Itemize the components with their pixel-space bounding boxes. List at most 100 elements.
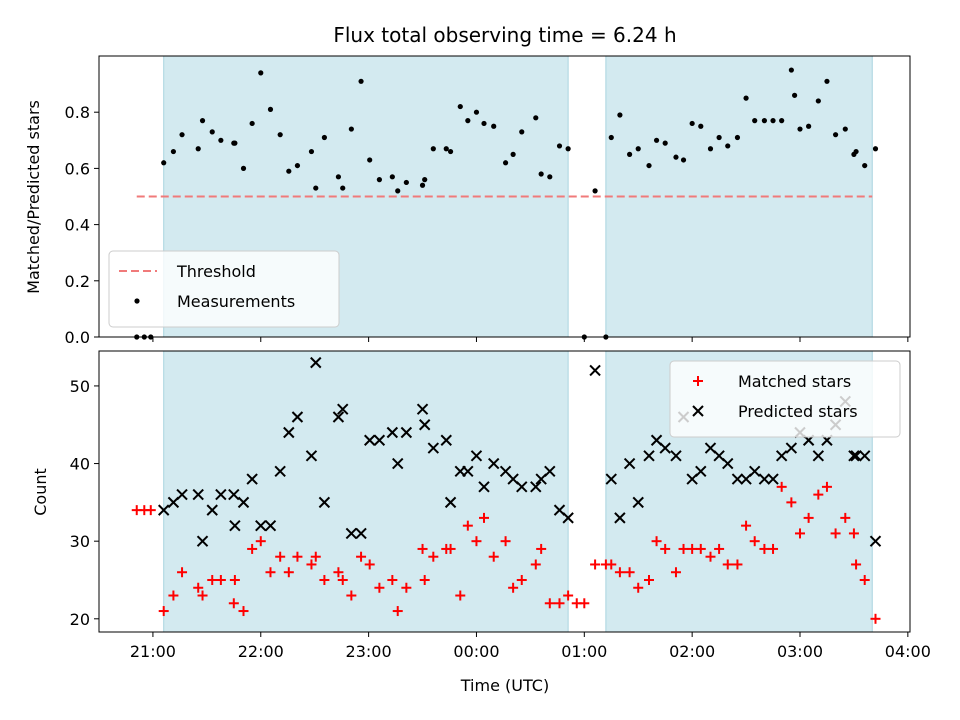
data-point-2-28 [400,426,413,439]
data-point-2-11 [246,473,258,485]
data-point-1-41 [488,551,499,562]
data-point-1-52 [590,559,601,570]
data-point-2-18 [310,356,322,369]
x-tick-label-4: 00:00 [453,642,499,661]
axes-frame-1 [98,55,911,338]
data-point-1-29 [387,574,398,585]
data-point-1-28 [376,177,382,183]
data-point-2-54 [659,442,671,454]
data-point-1-66 [725,143,731,149]
data-point-2-48 [605,473,617,485]
y-tick-label-1-4: 0.6 [65,159,90,178]
data-point-2-7 [215,488,227,501]
data-point-1-3 [145,505,156,516]
data-point-2-30 [418,419,431,431]
data-point-1-26 [358,78,364,84]
data-point-1-77 [813,489,824,500]
x-tick-label-7: 03:00 [777,642,823,661]
data-point-2-67 [775,450,788,462]
data-point-2-24 [363,434,376,446]
data-point-1-29 [389,174,395,180]
data-point-1-27 [367,157,373,163]
data-point-2-5 [196,535,209,547]
data-point-1-56 [624,567,635,578]
data-point-1-45 [530,559,541,570]
data-point-2-17 [305,450,318,462]
data-point-1-76 [806,123,812,129]
data-point-1-6 [179,132,185,138]
data-point-2-14 [274,465,286,478]
data-point-1-58 [653,137,660,143]
data-point-2-29 [416,403,429,415]
data-point-1-34 [428,551,439,562]
data-point-1-39 [471,536,482,547]
data-point-1-82 [851,559,862,570]
data-point-2-20 [332,411,345,423]
data-point-2-61 [722,457,734,470]
data-point-2-76 [850,450,862,462]
data-point-2-1 [158,504,170,516]
data-point-1-62 [689,120,695,127]
data-point-1-72 [768,543,779,554]
data-point-2-68 [785,442,798,454]
data-point-1-22 [319,574,330,585]
data-point-1-7 [193,582,204,593]
data-point-1-26 [356,551,367,562]
data-point-1-24 [337,574,348,585]
data-point-1-43 [510,151,516,157]
legend-box-1 [108,250,340,328]
data-point-1-54 [617,112,623,118]
data-point-1-30 [392,606,403,617]
data-point-1-75 [794,528,805,539]
data-point-2-41 [516,481,528,493]
data-point-1-6 [177,567,188,578]
data-point-2-44 [544,465,556,478]
legend-handle-2-2 [692,405,704,417]
data-point-1-44 [519,129,525,135]
data-point-1-66 [714,543,725,554]
data-point-1-80 [840,512,851,523]
data-point-1-9 [207,574,218,585]
data-point-2-21 [337,403,349,415]
data-point-1-44 [516,574,527,585]
data-point-1-67 [734,134,741,141]
data-point-1-35 [443,146,449,152]
y-tick-label-1-1: 0.0 [65,328,90,347]
data-point-2-52 [643,450,655,462]
legend-label-1-1: Threshold [176,262,256,281]
data-point-1-22 [321,134,327,141]
data-point-1-58 [644,574,655,585]
legend-box-2 [669,360,901,438]
data-point-1-43 [508,582,519,593]
data-point-1-21 [313,185,319,191]
data-point-2-27 [392,457,404,470]
data-point-1-7 [195,146,201,152]
data-point-1-31 [403,179,409,186]
data-point-2-36 [470,450,483,462]
data-point-1-63 [698,123,704,129]
data-point-1-18 [283,567,294,578]
data-point-1-73 [788,67,794,73]
data-point-1-10 [218,137,224,143]
legend-label-2-2: Predicted stars [738,402,858,421]
data-point-1-38 [462,520,473,531]
data-point-1-40 [481,120,487,127]
data-point-1-78 [824,78,830,84]
data-point-1-14 [247,543,258,554]
data-point-1-76 [803,512,814,523]
data-point-2-8 [228,488,240,501]
data-point-1-19 [294,162,301,169]
data-point-2-31 [427,442,440,454]
data-point-2-50 [623,457,636,470]
data-point-1-19 [292,551,303,562]
x-tick-label-6: 02:00 [669,642,715,661]
data-point-1-47 [544,598,555,609]
data-point-1-31 [401,582,412,593]
data-point-1-5 [168,590,179,601]
data-point-1-42 [502,160,509,166]
data-point-1-68 [732,559,743,570]
data-point-1-47 [547,174,553,180]
data-point-1-23 [335,174,342,180]
data-point-1-73 [776,481,787,492]
data-point-1-64 [707,146,714,152]
